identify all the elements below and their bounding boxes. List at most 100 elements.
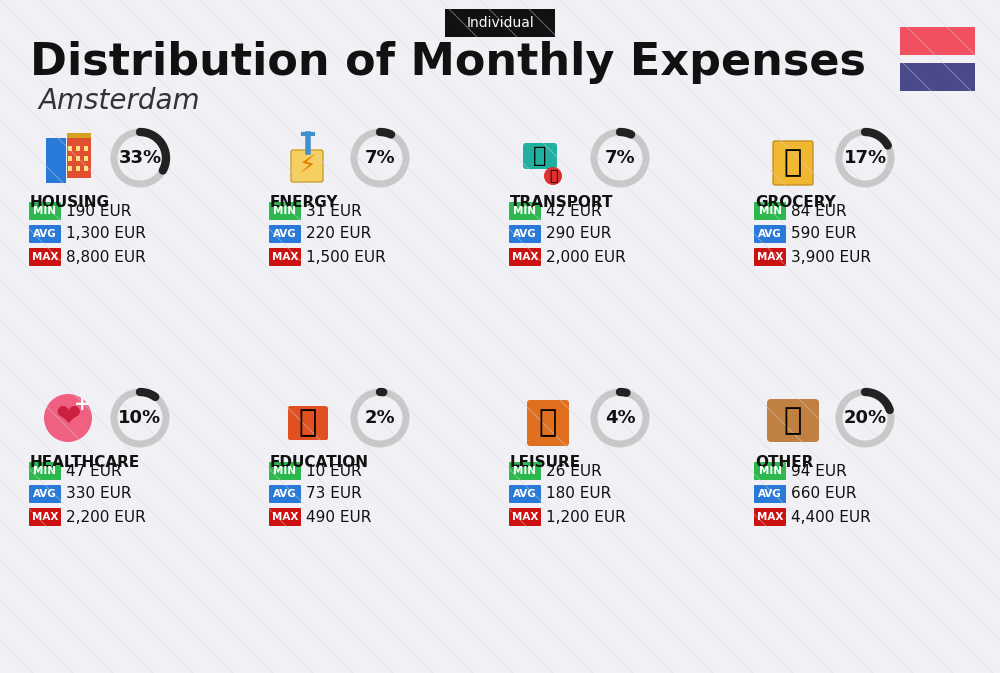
- FancyBboxPatch shape: [754, 248, 786, 266]
- Text: 42 EUR: 42 EUR: [546, 203, 602, 219]
- FancyBboxPatch shape: [269, 485, 301, 503]
- Text: 🚗: 🚗: [549, 169, 557, 183]
- FancyBboxPatch shape: [900, 27, 975, 55]
- FancyBboxPatch shape: [29, 462, 61, 480]
- Text: 8,800 EUR: 8,800 EUR: [66, 250, 146, 264]
- FancyBboxPatch shape: [76, 166, 80, 171]
- FancyBboxPatch shape: [68, 146, 72, 151]
- Text: 660 EUR: 660 EUR: [791, 487, 856, 501]
- FancyBboxPatch shape: [754, 225, 786, 243]
- FancyBboxPatch shape: [269, 202, 301, 220]
- Text: 💰: 💰: [784, 406, 802, 435]
- Text: MIN: MIN: [514, 206, 536, 216]
- Text: AVG: AVG: [758, 229, 782, 239]
- Text: MAX: MAX: [272, 252, 298, 262]
- Text: 1,300 EUR: 1,300 EUR: [66, 227, 146, 242]
- Text: ❤: ❤: [55, 404, 81, 433]
- Text: 20%: 20%: [843, 409, 887, 427]
- Text: +: +: [74, 394, 90, 413]
- Text: TRANSPORT: TRANSPORT: [510, 195, 614, 210]
- Text: 31 EUR: 31 EUR: [306, 203, 362, 219]
- FancyBboxPatch shape: [509, 248, 541, 266]
- FancyBboxPatch shape: [900, 63, 975, 91]
- Text: AVG: AVG: [513, 229, 537, 239]
- FancyBboxPatch shape: [269, 462, 301, 480]
- Text: 73 EUR: 73 EUR: [306, 487, 362, 501]
- FancyBboxPatch shape: [84, 166, 88, 171]
- Text: 🎓: 🎓: [299, 409, 317, 437]
- Text: HOUSING: HOUSING: [30, 195, 110, 210]
- Text: 7%: 7%: [365, 149, 395, 167]
- Text: 180 EUR: 180 EUR: [546, 487, 611, 501]
- FancyBboxPatch shape: [68, 156, 72, 161]
- Text: MAX: MAX: [757, 512, 783, 522]
- FancyBboxPatch shape: [288, 406, 328, 440]
- Circle shape: [44, 394, 92, 442]
- Text: 33%: 33%: [118, 149, 162, 167]
- Text: MAX: MAX: [32, 252, 58, 262]
- Text: 490 EUR: 490 EUR: [306, 509, 371, 524]
- Text: LEISURE: LEISURE: [510, 455, 581, 470]
- Text: AVG: AVG: [758, 489, 782, 499]
- Text: MIN: MIN: [759, 466, 782, 476]
- FancyBboxPatch shape: [269, 248, 301, 266]
- Text: AVG: AVG: [273, 489, 297, 499]
- Text: 190 EUR: 190 EUR: [66, 203, 131, 219]
- Text: 26 EUR: 26 EUR: [546, 464, 602, 479]
- Text: Amsterdam: Amsterdam: [38, 87, 200, 115]
- Text: MIN: MIN: [274, 206, 296, 216]
- Text: 🛍: 🛍: [539, 409, 557, 437]
- Text: MAX: MAX: [512, 512, 538, 522]
- FancyBboxPatch shape: [291, 150, 323, 182]
- Text: 84 EUR: 84 EUR: [791, 203, 847, 219]
- Text: 2,200 EUR: 2,200 EUR: [66, 509, 146, 524]
- Text: 4%: 4%: [605, 409, 635, 427]
- Text: MAX: MAX: [512, 252, 538, 262]
- FancyBboxPatch shape: [29, 202, 61, 220]
- Text: 🚌: 🚌: [533, 146, 547, 166]
- Text: 3,900 EUR: 3,900 EUR: [791, 250, 871, 264]
- Text: MAX: MAX: [32, 512, 58, 522]
- FancyBboxPatch shape: [68, 166, 72, 171]
- FancyBboxPatch shape: [509, 462, 541, 480]
- Text: MAX: MAX: [757, 252, 783, 262]
- FancyBboxPatch shape: [509, 508, 541, 526]
- FancyBboxPatch shape: [76, 156, 80, 161]
- Text: 94 EUR: 94 EUR: [791, 464, 847, 479]
- Text: 🛒: 🛒: [784, 149, 802, 178]
- Text: AVG: AVG: [33, 489, 57, 499]
- Text: 330 EUR: 330 EUR: [66, 487, 132, 501]
- FancyBboxPatch shape: [29, 508, 61, 526]
- Text: 4,400 EUR: 4,400 EUR: [791, 509, 871, 524]
- Text: MIN: MIN: [34, 466, 56, 476]
- FancyBboxPatch shape: [754, 508, 786, 526]
- Text: 7%: 7%: [605, 149, 635, 167]
- Text: OTHER: OTHER: [755, 455, 813, 470]
- Text: Individual: Individual: [466, 16, 534, 30]
- FancyBboxPatch shape: [67, 138, 91, 178]
- Text: 10%: 10%: [118, 409, 162, 427]
- FancyBboxPatch shape: [67, 133, 91, 138]
- Text: 10 EUR: 10 EUR: [306, 464, 362, 479]
- Text: ⚡: ⚡: [299, 154, 317, 178]
- Text: MIN: MIN: [759, 206, 782, 216]
- Text: 220 EUR: 220 EUR: [306, 227, 371, 242]
- Text: 17%: 17%: [843, 149, 887, 167]
- Text: MIN: MIN: [34, 206, 56, 216]
- Text: ENERGY: ENERGY: [270, 195, 338, 210]
- Text: MIN: MIN: [274, 466, 296, 476]
- FancyBboxPatch shape: [523, 143, 557, 169]
- Text: AVG: AVG: [273, 229, 297, 239]
- Text: AVG: AVG: [33, 229, 57, 239]
- FancyBboxPatch shape: [29, 248, 61, 266]
- Text: 290 EUR: 290 EUR: [546, 227, 611, 242]
- Text: 590 EUR: 590 EUR: [791, 227, 856, 242]
- FancyBboxPatch shape: [527, 400, 569, 446]
- Text: 47 EUR: 47 EUR: [66, 464, 122, 479]
- FancyBboxPatch shape: [46, 138, 66, 183]
- Text: MAX: MAX: [272, 512, 298, 522]
- Text: EDUCATION: EDUCATION: [270, 455, 369, 470]
- FancyBboxPatch shape: [509, 225, 541, 243]
- FancyBboxPatch shape: [773, 141, 813, 185]
- FancyBboxPatch shape: [767, 399, 819, 442]
